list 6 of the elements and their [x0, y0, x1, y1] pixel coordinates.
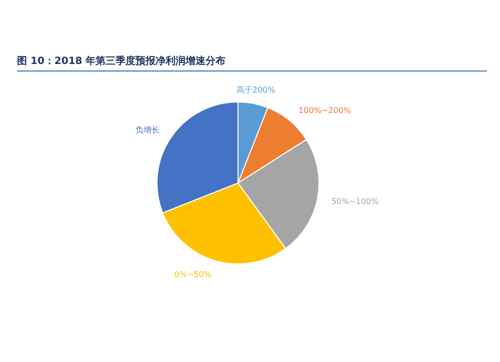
slice-label: 高于200% — [236, 86, 276, 95]
chart-title: 图 10：2018 年第三季度预报净利润增速分布 — [17, 55, 226, 67]
slice-label: 负增长 — [135, 126, 160, 135]
slice-label: 100%~200% — [298, 106, 352, 115]
slice-label: 0%~50% — [174, 270, 212, 280]
slice-label: 50%~100% — [331, 196, 380, 206]
